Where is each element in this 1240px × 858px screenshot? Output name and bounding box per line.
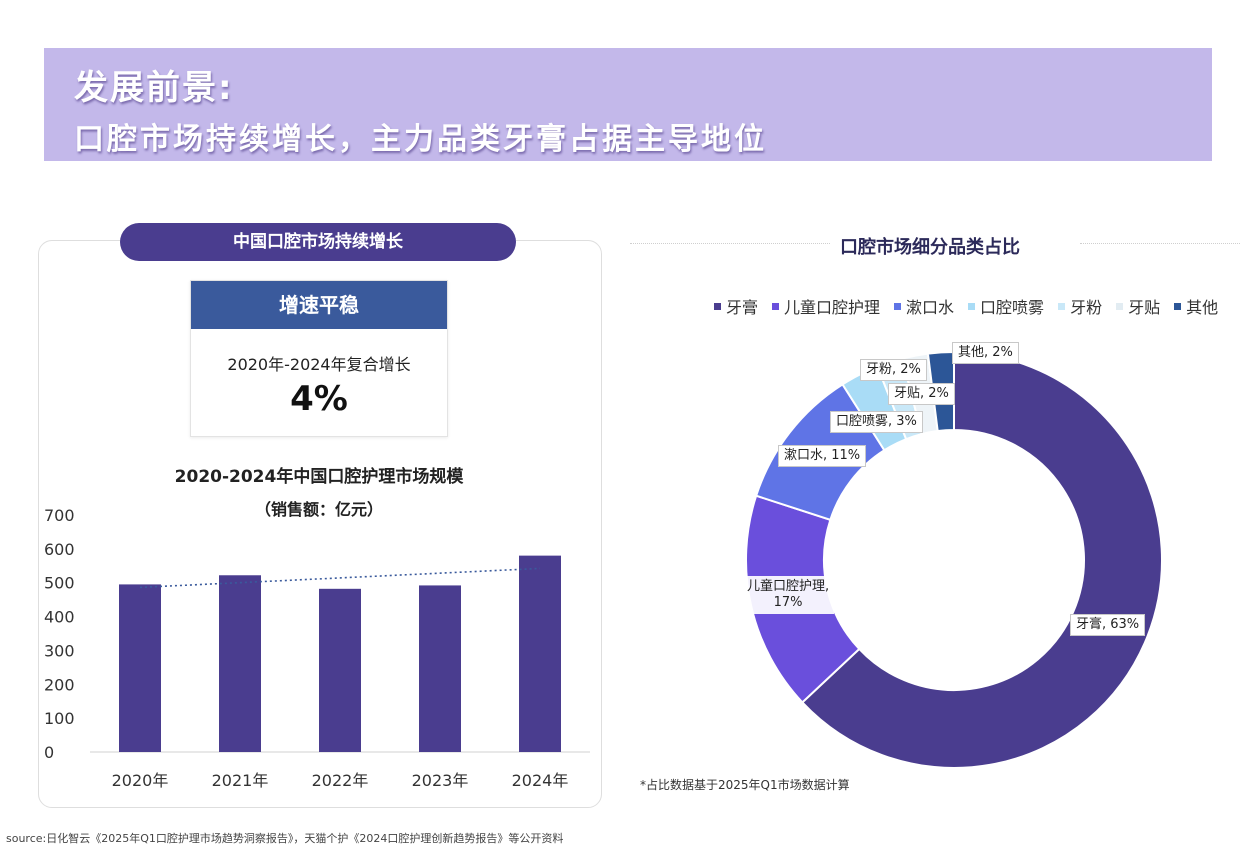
- x-tick-label: 2021年: [212, 771, 269, 790]
- slice-label-mouthwash: 漱口水, 11%: [778, 445, 867, 467]
- trendline: [139, 567, 541, 589]
- header-banner: 发展前景: 口腔市场持续增长，主力品类牙膏占据主导地位: [44, 48, 1212, 161]
- slice-label-whitening-strips: 牙贴, 2%: [888, 383, 955, 405]
- x-tick-label: 2024年: [512, 771, 569, 790]
- source-text: source:日化智云《2025年Q1口腔护理市场趋势洞察报告》，天猫个护《20…: [6, 832, 564, 845]
- bar: [519, 555, 561, 752]
- header-subtitle: 口腔市场持续增长，主力品类牙膏占据主导地位: [74, 122, 767, 157]
- legend-swatch: [968, 302, 976, 310]
- slice-label-tooth-powder: 牙粉, 2%: [860, 359, 927, 381]
- donut-slice: [800, 350, 1163, 769]
- title-rule-right: [1080, 243, 1240, 244]
- bar-chart-title: 2020-2024年中国口腔护理市场规模: [174, 467, 464, 487]
- legend-label: 其他: [1186, 298, 1219, 317]
- donut-legend: 牙膏 儿童口腔护理 漱口水 口腔喷雾 牙粉 牙贴 其他: [714, 294, 1218, 318]
- legend-swatch: [894, 302, 902, 310]
- legend-label: 牙膏: [726, 298, 759, 317]
- legend-item: 牙贴: [1116, 294, 1160, 318]
- y-tick-label: 100: [44, 709, 75, 728]
- bar: [419, 585, 461, 752]
- legend-swatch: [772, 302, 780, 310]
- y-tick-label: 0: [44, 743, 54, 762]
- legend-label: 牙贴: [1128, 298, 1161, 317]
- title-rule-left: [630, 243, 830, 244]
- x-tick-label: 2022年: [312, 771, 369, 790]
- bar-chart: 0 100 200 300 400 500 600 700 2020年 2021年 2022年 202…: [44, 506, 590, 790]
- legend-swatch: [714, 302, 721, 310]
- slice-label-kids-care-line2: 17%: [773, 595, 803, 610]
- y-tick-label: 200: [44, 675, 75, 694]
- data-note: *占比数据基于2025年Q1市场数据计算: [640, 778, 850, 792]
- legend-item: 口腔喷雾: [968, 294, 1044, 318]
- legend-swatch: [1174, 302, 1182, 310]
- bar: [319, 588, 361, 752]
- y-tick-label: 700: [44, 506, 75, 525]
- legend-swatch: [1058, 302, 1066, 310]
- x-tick-label: 2023年: [412, 771, 469, 790]
- y-tick-label: 600: [44, 540, 75, 559]
- legend-item: 牙粉: [1058, 294, 1102, 318]
- y-tick-label: 500: [44, 574, 75, 593]
- bar: [219, 575, 261, 752]
- legend-item: 牙膏: [714, 294, 758, 318]
- bar: [119, 584, 161, 752]
- x-tick-label: 2020年: [112, 771, 169, 790]
- slice-label-oral-spray: 口腔喷雾, 3%: [830, 411, 923, 433]
- legend-label: 漱口水: [906, 298, 955, 317]
- y-tick-label: 400: [44, 608, 75, 627]
- legend-label: 口腔喷雾: [980, 298, 1045, 317]
- legend-item: 漱口水: [894, 294, 954, 318]
- slice-label-kids-care-line1: 儿童口腔护理,: [747, 579, 830, 594]
- left-panel-title: 中国口腔市场持续增长: [120, 223, 516, 261]
- slice-label-others: 其他, 2%: [952, 342, 1019, 364]
- bar-chart-subtitle: （销售额：亿元）: [254, 500, 383, 519]
- slice-label-toothpaste: 牙膏, 63%: [1070, 614, 1146, 636]
- legend-label: 儿童口腔护理: [784, 298, 881, 317]
- legend-item: 儿童口腔护理: [772, 294, 880, 318]
- legend-swatch: [1116, 302, 1124, 310]
- growth-card-value: 4%: [290, 379, 348, 419]
- slice-label-kids-care: 儿童口腔护理, 17%: [742, 576, 835, 614]
- legend-label: 牙粉: [1070, 298, 1103, 317]
- growth-card-subtitle: 2020年-2024年复合增长: [227, 355, 411, 374]
- legend-item: 其他: [1174, 294, 1218, 318]
- header-title: 发展前景:: [74, 68, 234, 108]
- growth-card: 增速平稳 2020年-2024年复合增长 4%: [190, 280, 448, 437]
- growth-card-heading: 增速平稳: [191, 281, 447, 329]
- donut-chart-title: 口腔市场细分品类占比: [840, 237, 1020, 258]
- y-tick-label: 300: [44, 641, 75, 660]
